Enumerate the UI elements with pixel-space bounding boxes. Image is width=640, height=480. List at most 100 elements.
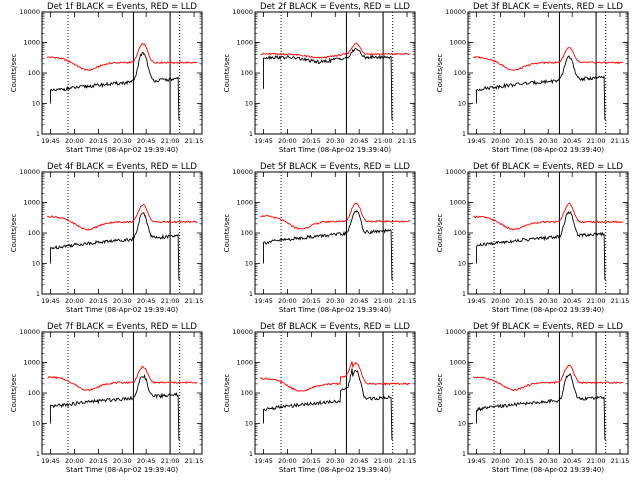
x-tick-label: 20:15 xyxy=(89,297,108,305)
y-axis-label: Counts/sec xyxy=(436,374,444,413)
y-axis-label: Counts/sec xyxy=(223,374,231,413)
y-tick-label: 1000 xyxy=(236,39,253,47)
plot-frame xyxy=(467,331,629,455)
x-tick-label: 21:00 xyxy=(587,297,606,305)
panel-5: Det 5f BLACK = Events, RED = LLD 1 10 100 10… xyxy=(223,162,416,314)
series-red-line xyxy=(472,364,624,392)
x-tick-label: 21:00 xyxy=(374,297,393,305)
x-tick-label: 20:00 xyxy=(65,297,84,305)
y-tick-label: 10 xyxy=(458,420,466,428)
panel-title: Det 5f BLACK = Events, RED = LLD xyxy=(260,162,410,172)
panel-title: Det 9f BLACK = Events, RED = LLD xyxy=(473,322,623,332)
x-tick-label: 19:45 xyxy=(467,297,486,305)
series-red-line xyxy=(473,47,624,71)
y-tick-label: 10 xyxy=(245,100,253,108)
y-tick-label: 1 xyxy=(462,450,466,458)
y-tick-label: 10 xyxy=(245,420,253,428)
y-tick-label: 100 xyxy=(28,69,40,77)
y-tick-label: 1000 xyxy=(23,39,40,47)
y-tick-label: 1 xyxy=(36,130,40,138)
x-tick-label: 20:30 xyxy=(113,137,132,145)
plot-frame xyxy=(41,171,203,295)
y-tick-label: 10000 xyxy=(445,328,466,336)
x-tick-label: 20:45 xyxy=(563,457,582,465)
panel-title: Det 4f BLACK = Events, RED = LLD xyxy=(47,162,197,172)
x-tick-label: 20:30 xyxy=(326,457,345,465)
series-black-line xyxy=(263,47,393,120)
series-black-line xyxy=(476,210,606,280)
x-tick-label: 20:45 xyxy=(137,457,156,465)
x-tick-label: 20:45 xyxy=(563,137,582,145)
x-tick-label: 21:15 xyxy=(185,297,204,305)
x-axis-label: Start Time (08-Apr-02 19:39:40) xyxy=(492,146,604,154)
y-tick-label: 100 xyxy=(28,389,40,397)
y-tick-label: 100 xyxy=(241,229,253,237)
x-tick-label: 20:15 xyxy=(302,297,321,305)
x-tick-label: 20:15 xyxy=(515,457,534,465)
x-tick-label: 21:00 xyxy=(161,297,180,305)
y-tick-label: 1000 xyxy=(449,199,466,207)
series-black-line xyxy=(263,368,393,440)
y-tick-label: 1000 xyxy=(236,199,253,207)
x-tick-label: 21:15 xyxy=(611,297,630,305)
y-tick-label: 10000 xyxy=(445,8,466,16)
x-tick-label: 21:15 xyxy=(398,297,417,305)
x-tick-label: 20:30 xyxy=(113,457,132,465)
y-tick-label: 100 xyxy=(28,229,40,237)
x-tick-label: 20:45 xyxy=(563,297,582,305)
y-axis-label: Counts/sec xyxy=(10,214,18,253)
series-black-line xyxy=(50,373,180,440)
y-tick-label: 100 xyxy=(454,389,466,397)
y-tick-label: 10000 xyxy=(232,8,253,16)
y-tick-label: 1 xyxy=(36,450,40,458)
x-tick-label: 21:00 xyxy=(587,457,606,465)
panel-title: Det 8f BLACK = Events, RED = LLD xyxy=(260,322,410,332)
y-tick-label: 1 xyxy=(462,290,466,298)
series-red-line xyxy=(46,42,198,72)
x-tick-label: 21:15 xyxy=(611,457,630,465)
y-axis-label: Counts/sec xyxy=(436,214,444,253)
series-red-line xyxy=(47,365,198,392)
y-tick-label: 1000 xyxy=(23,199,40,207)
x-tick-label: 20:30 xyxy=(326,137,345,145)
y-tick-label: 10 xyxy=(32,260,40,268)
plot-frame xyxy=(467,171,629,295)
panel-9: Det 9f BLACK = Events, RED = LLD 1 10 100 10… xyxy=(436,322,629,474)
x-tick-label: 21:15 xyxy=(398,457,417,465)
panel-7: Det 7f BLACK = Events, RED = LLD 1 10 100 10… xyxy=(10,322,203,474)
x-tick-label: 20:00 xyxy=(278,297,297,305)
y-tick-label: 10 xyxy=(32,100,40,108)
x-tick-label: 21:15 xyxy=(398,137,417,145)
x-tick-label: 20:00 xyxy=(491,137,510,145)
x-tick-label: 20:15 xyxy=(89,137,108,145)
x-axis-label: Start Time (08-Apr-02 19:39:40) xyxy=(66,306,178,314)
x-tick-label: 20:00 xyxy=(491,457,510,465)
x-tick-label: 20:15 xyxy=(302,457,321,465)
panel-3: Det 3f BLACK = Events, RED = LLD 1 10 100 10… xyxy=(436,2,629,154)
x-tick-label: 19:45 xyxy=(254,297,273,305)
y-tick-label: 1 xyxy=(249,450,253,458)
x-tick-label: 21:00 xyxy=(161,457,180,465)
series-red-line xyxy=(46,203,198,231)
y-tick-label: 100 xyxy=(454,229,466,237)
series-black-line xyxy=(476,55,606,120)
y-tick-label: 10000 xyxy=(19,8,40,16)
x-tick-label: 20:45 xyxy=(137,297,156,305)
x-tick-label: 21:15 xyxy=(611,137,630,145)
y-tick-label: 1 xyxy=(36,290,40,298)
x-tick-label: 20:00 xyxy=(65,457,84,465)
x-axis-label: Start Time (08-Apr-02 19:39:40) xyxy=(66,466,178,474)
x-tick-label: 19:45 xyxy=(467,457,486,465)
x-tick-label: 19:45 xyxy=(467,137,486,145)
y-tick-label: 10000 xyxy=(19,168,40,176)
x-tick-label: 20:15 xyxy=(302,137,321,145)
panel-4: Det 4f BLACK = Events, RED = LLD 1 10 100 10… xyxy=(10,162,203,314)
y-tick-label: 10000 xyxy=(232,168,253,176)
x-tick-label: 20:30 xyxy=(326,297,345,305)
series-black-line xyxy=(263,209,393,280)
series-black-line xyxy=(50,51,180,120)
y-tick-label: 10 xyxy=(32,420,40,428)
y-tick-label: 100 xyxy=(454,69,466,77)
x-axis-label: Start Time (08-Apr-02 19:39:40) xyxy=(492,306,604,314)
x-tick-label: 19:45 xyxy=(254,457,273,465)
